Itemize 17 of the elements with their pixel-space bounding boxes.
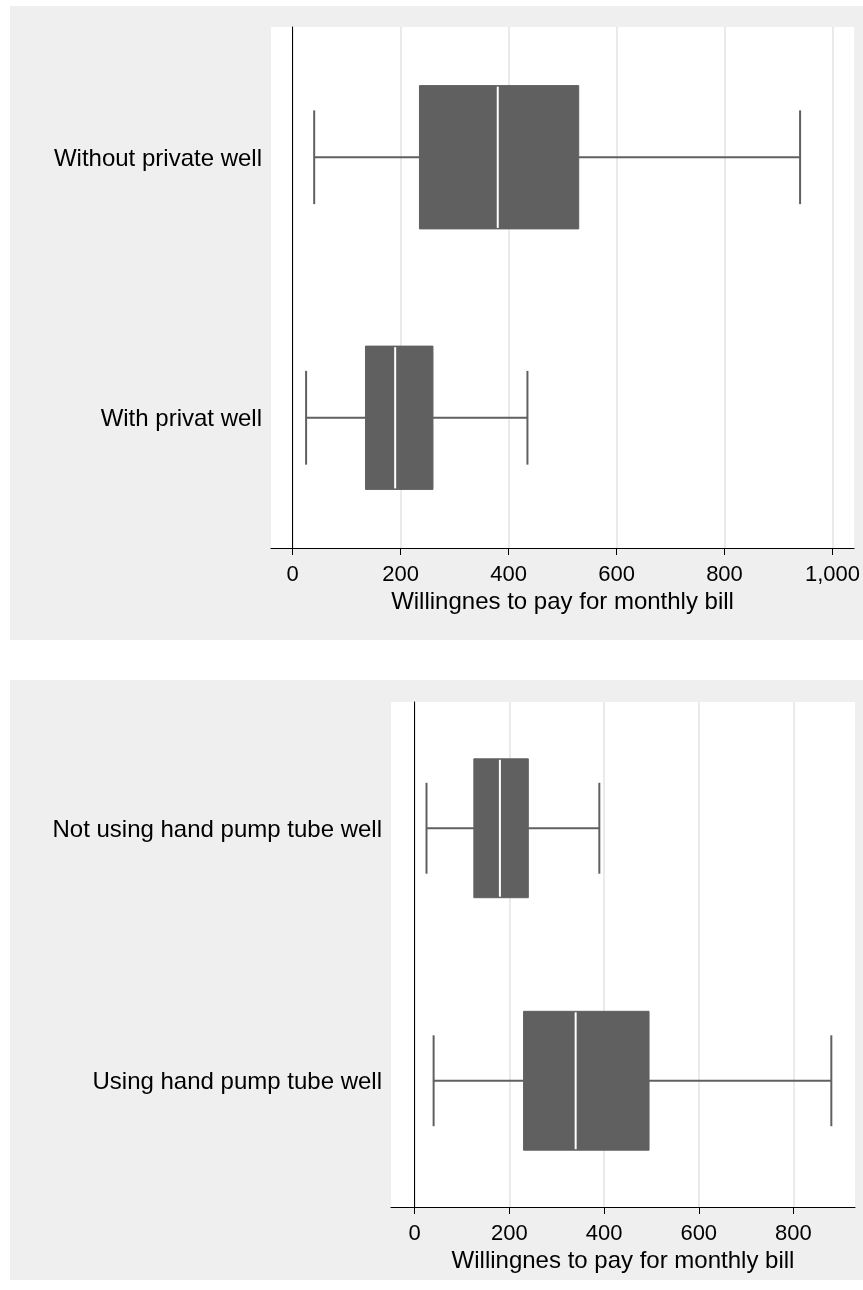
x-tick-label: 800 [706, 560, 743, 586]
x-axis-title: Willingnes to pay for monthly bill [391, 587, 734, 615]
x-tick-label: 0 [408, 1219, 421, 1245]
y-tick-label: With privat well [100, 404, 262, 432]
x-tick-label: 600 [598, 560, 635, 586]
x-tick-label: 200 [382, 560, 419, 586]
y-tick-label: Using hand pump tube well [92, 1067, 382, 1095]
x-tick-label: 400 [585, 1219, 623, 1245]
y-tick-label: Without private well [53, 143, 262, 171]
x-tick-label: 600 [680, 1219, 718, 1245]
x-tick-label: 800 [775, 1219, 812, 1245]
x-tick-label: 200 [491, 1219, 528, 1245]
x-tick-label: 400 [490, 560, 527, 586]
y-tick-label: Not using hand pump tube well [52, 814, 382, 842]
x-tick-label: 0 [286, 560, 299, 586]
x-tick-label: 1,000 [804, 560, 860, 586]
x-axis-title: Willingnes to pay for monthly bill [451, 1246, 795, 1274]
